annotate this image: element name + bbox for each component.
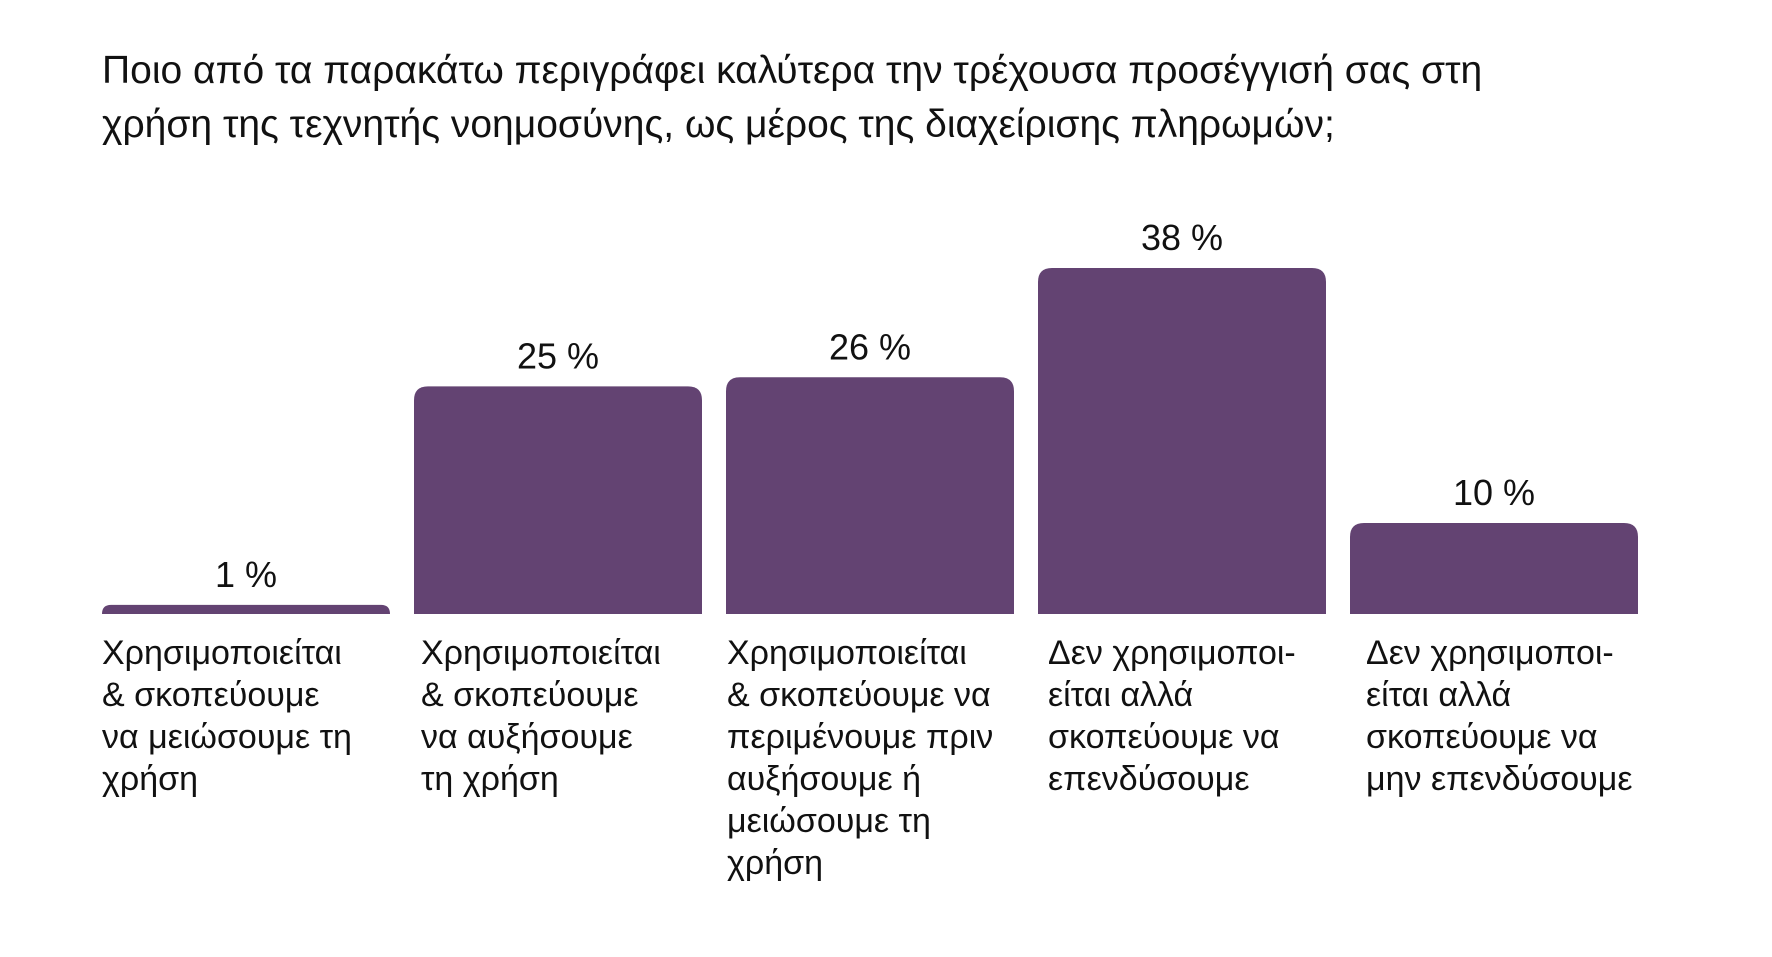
category-label-line: τη χρήση bbox=[421, 760, 559, 798]
chart-title: Ποιο από τα παρακάτω περιγράφει καλύτερα… bbox=[102, 44, 1662, 152]
category-label-line: Χρησιμοποιείται bbox=[727, 634, 967, 672]
category-label-2: Χρησιμοποιείται & σκοπεύουμε να αυξήσουμε τ… bbox=[421, 632, 701, 800]
category-label-line: περιμένουμε πριν bbox=[727, 718, 994, 756]
value-label-4: 38 % bbox=[1141, 217, 1223, 258]
category-label-3: Χρησιμοποιείται & σκοπεύουμε να περιμένουμ… bbox=[727, 632, 1007, 884]
bar-5 bbox=[1350, 522, 1638, 614]
category-label-line: χρήση bbox=[102, 760, 198, 798]
category-label-line: & σκοπεύουμε bbox=[421, 676, 639, 714]
category-label-line: είται αλλά bbox=[1048, 676, 1194, 714]
category-label-4: Δεν χρησιμοποι-είται αλλά σκοπεύουμε να επ… bbox=[1048, 632, 1328, 800]
category-label-1: Χρησιμοποιείται & σκοπεύουμε να μειώσουμε … bbox=[102, 632, 382, 800]
category-label-line: Χρησιμοποιείται bbox=[102, 634, 342, 672]
chart-title-line-2: χρήση της τεχνητής νοημοσύνης, ως μέρος … bbox=[102, 103, 1335, 146]
category-label-line: να μειώσουμε τη bbox=[102, 718, 352, 756]
category-label-line: αυξήσουμε ή bbox=[727, 760, 921, 798]
category-label-line: & σκοπεύουμε bbox=[102, 676, 320, 714]
category-label-line: σκοπεύουμε να bbox=[1366, 718, 1598, 756]
bar-3 bbox=[726, 377, 1014, 614]
category-label-line: & σκοπεύουμε να bbox=[727, 676, 991, 714]
category-label-line: σκοπεύουμε να bbox=[1048, 718, 1280, 756]
bar-1 bbox=[102, 604, 390, 614]
category-label-line: επενδύσουμε bbox=[1048, 760, 1250, 798]
bar-4 bbox=[1038, 268, 1326, 614]
category-label-line: είται αλλά bbox=[1366, 676, 1512, 714]
chart-title-line-1: Ποιο από τα παρακάτω περιγράφει καλύτερα… bbox=[102, 49, 1483, 92]
value-label-5: 10 % bbox=[1453, 472, 1535, 513]
bar-2 bbox=[414, 386, 702, 614]
category-label-line: μην επενδύσουμε bbox=[1366, 760, 1633, 798]
value-label-1: 1 % bbox=[215, 554, 277, 595]
category-label-line: χρήση bbox=[727, 844, 823, 882]
category-label-line: να αυξήσουμε bbox=[421, 718, 633, 756]
value-label-2: 25 % bbox=[517, 335, 599, 376]
category-label-line: Δεν χρησιμοποι- bbox=[1048, 634, 1296, 672]
category-label-line: μειώσουμε τη bbox=[727, 802, 931, 840]
value-label-3: 26 % bbox=[829, 326, 911, 367]
category-label-5: Δεν χρησιμοποι-είται αλλά σκοπεύουμε να μη… bbox=[1366, 632, 1646, 800]
category-label-line: Δεν χρησιμοποι- bbox=[1366, 634, 1614, 672]
category-label-line: Χρησιμοποιείται bbox=[421, 634, 661, 672]
